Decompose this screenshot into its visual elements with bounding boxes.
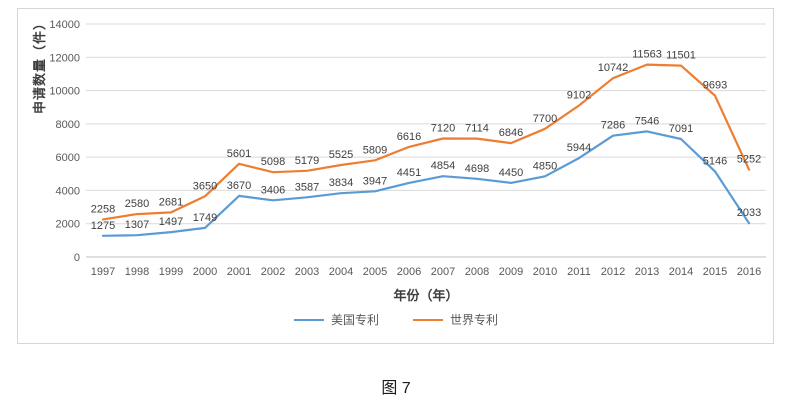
legend-item-us-patents: 美国专利 bbox=[293, 311, 379, 328]
legend-line-swatch-orange bbox=[413, 318, 443, 321]
legend-label: 世界专利 bbox=[450, 313, 499, 327]
x-axis-title: 年份（年） bbox=[393, 288, 459, 303]
figure-caption: 图 7 bbox=[381, 380, 411, 397]
chart-legend: 美国专利 世界专利 bbox=[18, 311, 774, 328]
legend-label: 美国专利 bbox=[330, 313, 379, 327]
y-axis-title: 申请数量（件） bbox=[32, 16, 47, 115]
legend-line-swatch-blue bbox=[293, 318, 324, 321]
legend-item-world-patents: 世界专利 bbox=[413, 311, 498, 328]
